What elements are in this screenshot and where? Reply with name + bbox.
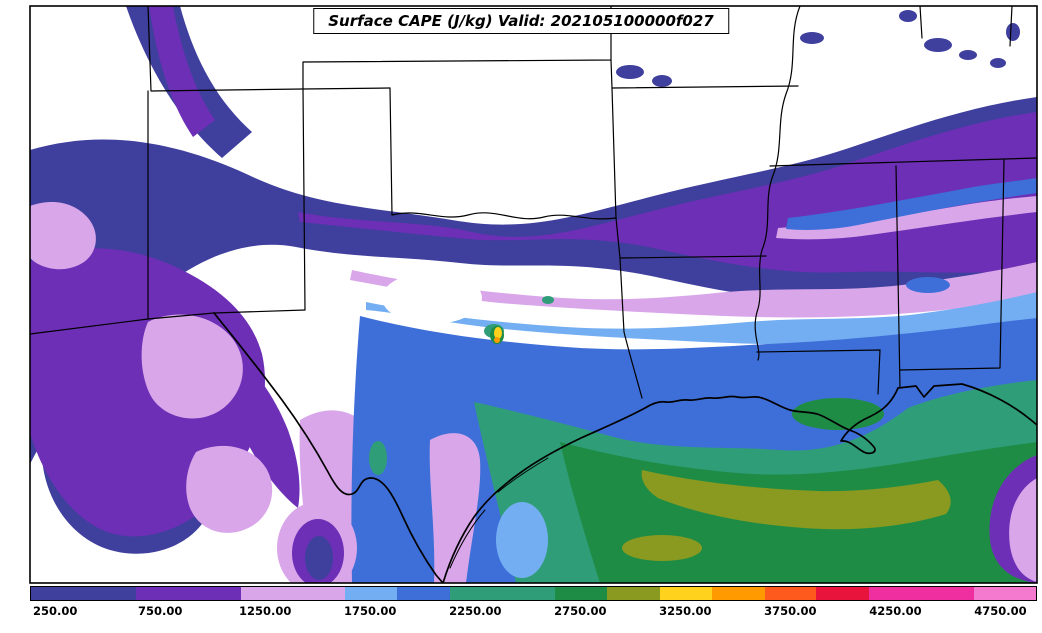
state-border-line: [302, 87, 391, 90]
colorbar-segment: [711, 587, 765, 600]
contour-fill-region: [30, 202, 96, 270]
state-border-line: [611, 87, 617, 219]
contour-fill-speck: [652, 75, 672, 87]
state-borders-group: [30, 6, 1037, 399]
colorbar-segment: [974, 587, 1036, 600]
contour-fill-region: [906, 277, 950, 293]
contour-fill-region: [231, 350, 300, 508]
gulf-coastline: [442, 383, 1037, 583]
contour-fill-region: [366, 292, 1037, 345]
state-border-line: [302, 88, 306, 311]
contour-fill-speck: [800, 32, 824, 44]
contour-fill-region: [350, 262, 1037, 318]
rio-grande-border-line: [213, 312, 444, 583]
contour-fill-speck: [1006, 23, 1020, 41]
contour-gap-region: [382, 272, 482, 324]
cape-fill-1750-group: [366, 292, 1037, 345]
contour-fill-streak: [496, 502, 548, 578]
colorbar-segment: [816, 587, 870, 600]
colorbar-tick-label: 2750.00: [554, 604, 607, 618]
colorbar-ticklabels: 250.00 750.00 1250.00 1750.00 2250.00 2750.00…: [30, 604, 1037, 622]
state-border-line: [754, 6, 801, 361]
state-border-line: [899, 159, 1005, 371]
contour-fill-region: [641, 470, 951, 530]
contour-fill-speck: [542, 296, 554, 304]
state-border-line: [895, 165, 901, 389]
colorbar-tick-label: 750.00: [138, 604, 183, 618]
cape-fill-3250-group: [622, 470, 951, 561]
cape-max-yellow-spot: [494, 327, 502, 339]
contour-fill-region: [622, 535, 702, 561]
colorbar-segments: [30, 586, 1037, 601]
map-title: Surface CAPE (J/kg) Valid: 202105100000f…: [313, 8, 729, 34]
colorbar-tick-label: 1750.00: [344, 604, 397, 618]
state-border-line: [389, 87, 393, 216]
contour-fill-region: [305, 536, 333, 580]
state-border-line: [769, 157, 1037, 167]
colorbar-segment: [397, 587, 451, 600]
state-border-line: [30, 312, 215, 335]
colorbar-tick-label: 3750.00: [764, 604, 817, 618]
contour-fill-region: [64, 422, 180, 514]
colorbar-tick-label: 1250.00: [239, 604, 292, 618]
contour-fill-speck: [924, 38, 952, 52]
barrier-island-line: [449, 457, 549, 569]
colorbar-segment: [240, 587, 346, 600]
contour-fill-region: [149, 6, 215, 137]
contour-fill-speck: [616, 65, 644, 79]
contour-fill-region: [776, 196, 1037, 240]
map-frame: [29, 5, 1038, 584]
cape-gap-group: [382, 272, 482, 324]
colorbar-tick-label: 250.00: [32, 604, 78, 618]
colorbar-tick-label: 4250.00: [869, 604, 922, 618]
colorbar-segment: [869, 587, 975, 600]
colorbar-segment: [135, 587, 241, 600]
contour-fill-region: [186, 445, 273, 533]
state-border-line: [147, 6, 304, 92]
colorbar-segment: [345, 587, 398, 600]
contour-fill-fringe: [1009, 478, 1037, 582]
state-border-line: [919, 6, 1013, 47]
coastline-group: [213, 312, 1037, 583]
contour-fill-speck: [990, 58, 1006, 68]
colorbar-segment: [764, 587, 817, 600]
state-border-line: [391, 212, 617, 220]
colorbar-segment: [659, 587, 712, 600]
colorbar-tick-label: 2250.00: [449, 604, 502, 618]
colorbar-segment: [450, 587, 556, 600]
contour-fill-speck: [369, 441, 387, 475]
state-border-line: [213, 309, 306, 314]
colorbar-segment: [606, 587, 660, 600]
colorbar-segment: [31, 587, 136, 600]
contour-fill-streak: [429, 433, 481, 583]
contour-fill-speck: [959, 50, 977, 60]
colorbar-tick-label: 3250.00: [659, 604, 712, 618]
state-border-line: [615, 217, 767, 399]
colorbar-tick-label: 4750.00: [974, 604, 1027, 618]
cape-max-orange-spot: [494, 337, 500, 343]
colorbar-segment: [555, 587, 607, 600]
state-border-line: [756, 349, 881, 395]
contour-fill-region: [141, 314, 243, 419]
contour-fill-speck: [899, 10, 917, 22]
cape-accents-group: [277, 327, 1037, 583]
map-layers: [30, 6, 1037, 583]
contour-fill-region: [786, 178, 1037, 230]
